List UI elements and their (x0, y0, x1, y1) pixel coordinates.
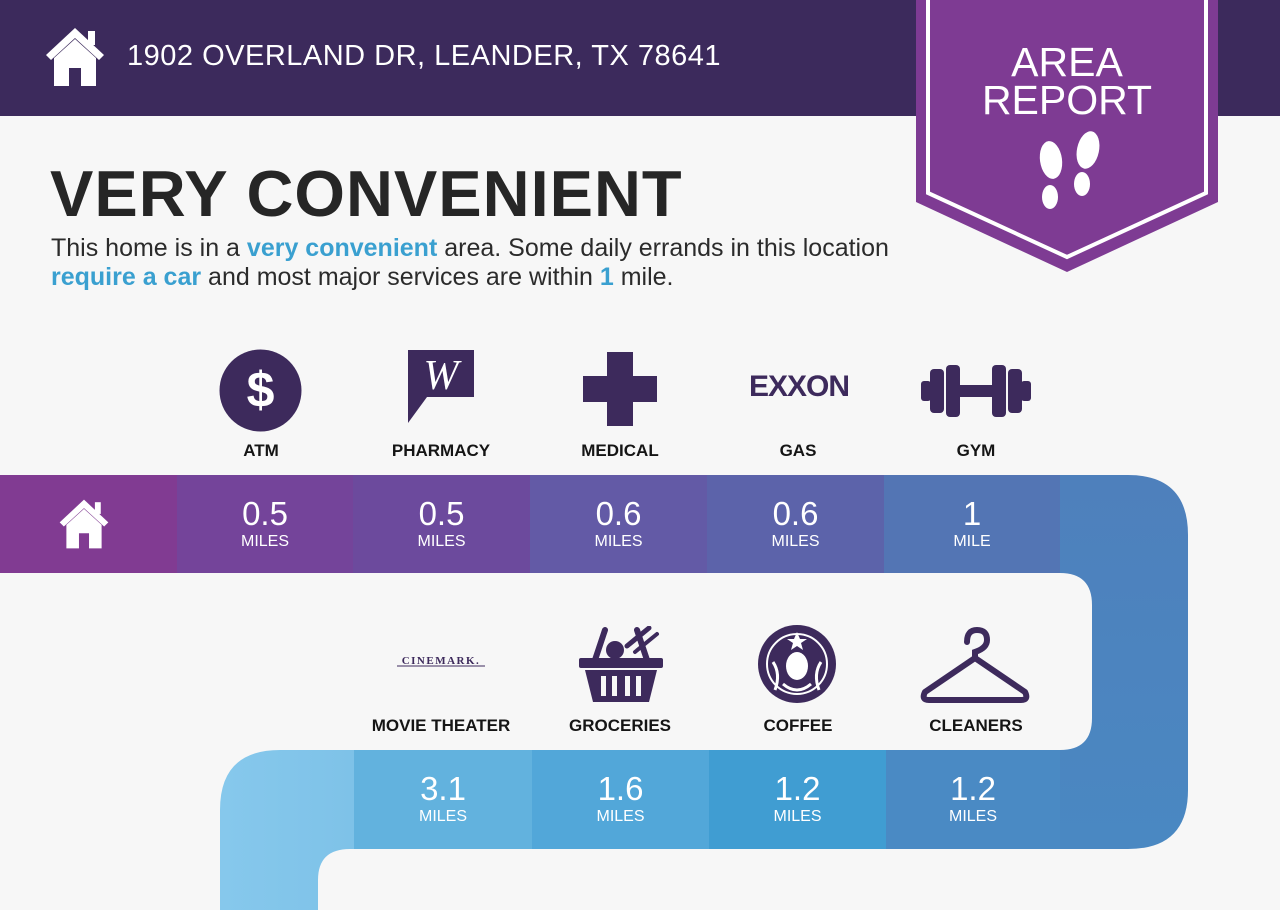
description-text-4: mile. (613, 263, 674, 291)
distance-cell-gas: 0.6 MILES (707, 475, 884, 573)
page-title: VERY CONVENIENT (50, 157, 683, 230)
distance-value: 0.6 (595, 495, 642, 532)
distance-value: 1.2 (774, 770, 821, 807)
distance-unit: MILES (417, 533, 466, 550)
walgreens-logo: W (408, 350, 474, 423)
distance-unit: MILES (948, 808, 997, 825)
description-highlight-3: 1 (599, 263, 614, 291)
distance-cell-medical: 0.6 MILES (530, 475, 707, 573)
area-report-badge: AREA REPORT (916, 0, 1218, 272)
distance-unit: MILES (418, 808, 467, 825)
distance-cell-pharmacy: 0.5 MILES (353, 475, 530, 573)
label-atm: ATM (243, 441, 279, 460)
home-icon (46, 28, 104, 86)
distance-value: 1 (962, 495, 982, 532)
distance-cell-atm: 0.5 MILES (177, 475, 353, 573)
cinemark-logo-text: CINEMARK. (402, 655, 481, 667)
home-icon (59, 499, 109, 549)
badge-line-2: REPORT (981, 77, 1153, 123)
label-gym: GYM (956, 441, 996, 460)
hanger-icon (920, 626, 1030, 703)
label-movie-theater: MOVIE THEATER (371, 716, 511, 735)
distance-value: 0.6 (772, 495, 819, 532)
distance-value: 0.5 (242, 495, 288, 532)
distance-value: 3.1 (420, 770, 466, 807)
label-gas: GAS (779, 441, 817, 460)
home-start-cell (0, 475, 177, 573)
distance-cell-gym: 1 MILE (884, 475, 1060, 573)
cinemark-logo: CINEMARK. (397, 655, 485, 667)
distance-unit: MILES (596, 808, 645, 825)
grocery-basket-icon (579, 626, 663, 702)
distance-cell-coffee: 1.2 MILES (709, 750, 886, 849)
dollar-icon: $ (219, 349, 302, 432)
starbucks-logo (758, 625, 836, 703)
label-pharmacy: PHARMACY (391, 441, 491, 460)
walgreens-logo-text: W (424, 353, 463, 399)
distance-unit: MILES (773, 808, 822, 825)
distance-cell-cleaners: 1.2 MILES (886, 750, 1060, 849)
dumbbell-icon (921, 365, 1031, 417)
distance-cell-movie-theater: 3.1 MILES (354, 750, 532, 849)
distance-unit: MILE (953, 533, 991, 550)
badge-line-1: AREA (1011, 39, 1123, 85)
distance-cell-groceries: 1.6 MILES (532, 750, 709, 849)
distance-value: 1.6 (597, 770, 644, 807)
description-highlight-1: very convenient (246, 234, 438, 262)
distance-unit: MILES (771, 533, 820, 550)
distance-value: 1.2 (950, 770, 996, 807)
description-text-1: This home is in a (51, 234, 247, 262)
label-medical: MEDICAL (581, 441, 659, 460)
exxon-logo-text: EXXON (750, 370, 848, 403)
footprints-icon (1039, 131, 1100, 209)
label-groceries: GROCERIES (568, 716, 672, 735)
svg-text:$: $ (247, 362, 275, 418)
distance-unit: MILES (240, 533, 289, 550)
medical-cross-icon (583, 352, 657, 426)
distance-unit: MILES (594, 533, 643, 550)
label-cleaners: CLEANERS (929, 716, 1023, 735)
description: This home is in a very convenient area. … (51, 234, 931, 292)
label-coffee: COFFEE (763, 716, 833, 735)
description-highlight-2: require a car (51, 263, 202, 291)
description-text-2: area. Some daily errands in this locatio… (437, 234, 889, 262)
exxon-logo: EXXON (750, 370, 848, 403)
distance-value: 0.5 (418, 495, 465, 532)
property-address: 1902 OVERLAND DR, LEANDER, TX 78641 (127, 40, 722, 72)
description-text-3: and most major services are within (201, 263, 600, 291)
